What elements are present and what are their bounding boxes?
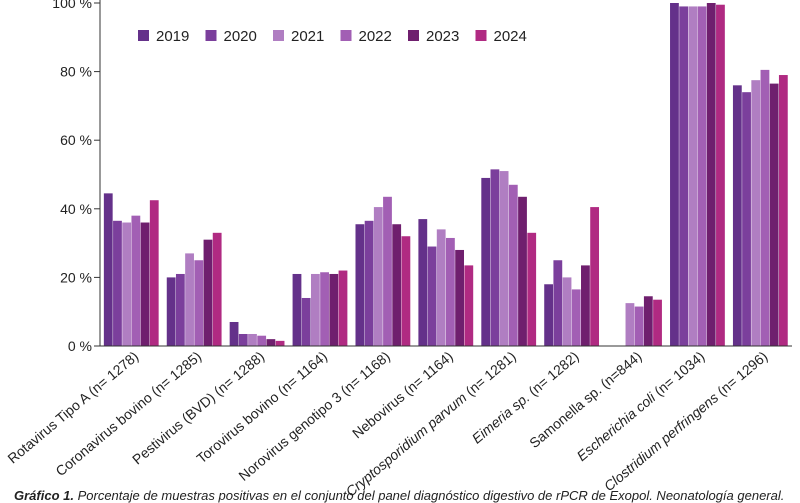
- bar-2023: [455, 249, 464, 346]
- bar-2021: [310, 273, 320, 346]
- bar-2019: [292, 273, 302, 346]
- bar-2019: [355, 224, 365, 346]
- y-tick-label: 20 %: [60, 269, 92, 285]
- bar-2023: [266, 339, 276, 346]
- bar-2021: [122, 222, 132, 346]
- bar-2021: [373, 207, 383, 346]
- x-axis: Rotavirus Tipo A (n= 1278)Coronavirus bo…: [4, 345, 792, 500]
- legend-label-2020: 2020: [224, 28, 257, 45]
- bar-2024: [716, 4, 725, 347]
- bar-2024: [653, 299, 662, 346]
- bar-2022: [131, 215, 141, 346]
- legend: 2019 2020 2021 2022 2023 2024: [138, 28, 527, 45]
- bar-2020: [679, 6, 689, 347]
- bar-2024: [778, 75, 788, 346]
- bars: [103, 3, 788, 347]
- bar-2021: [436, 229, 446, 346]
- bar-2020: [175, 273, 185, 346]
- bar-2019: [481, 177, 491, 346]
- bar-2024: [212, 232, 222, 346]
- legend-label-2021: 2021: [291, 28, 324, 45]
- bar-2023: [581, 265, 590, 346]
- legend-label-2022: 2022: [359, 28, 392, 45]
- x-tick-label: Samonella sp. (n=844): [526, 348, 645, 451]
- legend-swatch-2019: [138, 30, 149, 41]
- bar-2020: [113, 220, 122, 346]
- bar-2020: [427, 246, 437, 346]
- bar-2022: [257, 335, 267, 346]
- bar-2019: [670, 3, 679, 346]
- legend-label-2023: 2023: [426, 28, 459, 45]
- legend-swatch-2023: [408, 30, 419, 41]
- bar-2021: [185, 253, 194, 346]
- bar-2019: [103, 193, 113, 346]
- bar-2024: [275, 340, 285, 346]
- bar-2021: [625, 303, 635, 346]
- legend-swatch-2021: [273, 30, 284, 41]
- bar-2021: [248, 333, 257, 346]
- bar-2024: [464, 265, 474, 346]
- legend-label-2024: 2024: [494, 28, 527, 45]
- bar-2022: [383, 196, 392, 346]
- figure-caption: Gráfico 1. Porcentaje de muestras positi…: [14, 488, 794, 503]
- legend-swatch-2024: [475, 30, 487, 41]
- bar-2024: [338, 270, 348, 346]
- bar-2022: [571, 289, 581, 346]
- bar-2022: [508, 184, 518, 346]
- bar-2021: [688, 6, 698, 347]
- bar-2022: [697, 6, 707, 347]
- bar-2023: [203, 239, 213, 346]
- bar-2024: [590, 207, 600, 346]
- bar-2019: [229, 321, 239, 346]
- bar-2021: [751, 80, 761, 347]
- y-tick-label: 0 %: [68, 338, 92, 354]
- bar-2022: [194, 260, 204, 346]
- bar-2023: [329, 273, 339, 346]
- bar-2022: [760, 69, 770, 346]
- bar-2023: [769, 83, 779, 346]
- bar-2023: [140, 222, 150, 346]
- bar-2020: [238, 333, 248, 346]
- legend-swatch-2022: [340, 30, 352, 41]
- bar-2024: [149, 200, 159, 346]
- bar-2019: [732, 85, 742, 346]
- y-axis: 0 % 20 % 40 % 60 % 80 % 100 %: [52, 0, 101, 354]
- legend-label-2019: 2019: [156, 28, 189, 45]
- bar-2024: [527, 232, 537, 346]
- caption-label: Gráfico 1.: [14, 488, 74, 503]
- y-tick-label: 80 %: [60, 64, 92, 80]
- legend-swatch-2020: [205, 30, 217, 41]
- bar-2023: [706, 3, 716, 346]
- bar-2022: [446, 237, 455, 346]
- bar-2020: [742, 92, 751, 347]
- bar-2021: [562, 277, 572, 346]
- bar-2024: [401, 236, 411, 346]
- bar-2020: [364, 220, 374, 346]
- bar-2022: [634, 306, 644, 346]
- bar-2021: [499, 171, 509, 346]
- caption-text: Porcentaje de muestras positivas en el c…: [77, 488, 785, 503]
- bar-2019: [166, 277, 176, 346]
- bar-2022: [320, 272, 329, 346]
- bar-2020: [553, 260, 563, 346]
- bar-2020: [301, 297, 311, 346]
- bar-2023: [643, 296, 653, 346]
- x-tick-label: Escherichia coli (n= 1034): [574, 348, 708, 464]
- bar-2023: [518, 196, 527, 346]
- y-tick-label: 60 %: [60, 132, 92, 148]
- bar-2020: [490, 169, 500, 346]
- y-tick-label: 100 %: [52, 0, 92, 11]
- bar-2023: [392, 224, 402, 346]
- y-tick-label: 40 %: [60, 201, 92, 217]
- x-tick-label: Eimeria sp. (n= 1282): [469, 348, 582, 447]
- bar-2019: [418, 219, 428, 346]
- bar-2019: [544, 284, 554, 346]
